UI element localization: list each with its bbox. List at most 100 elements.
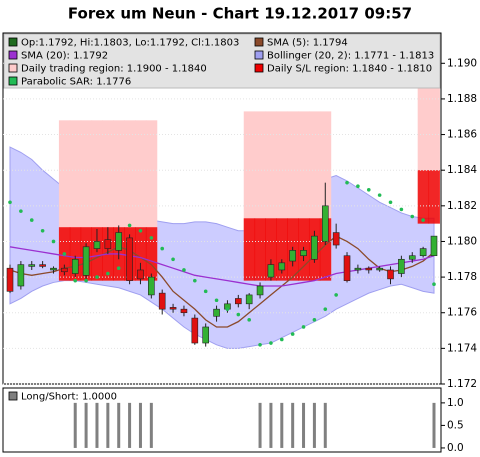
sar-dot (323, 307, 328, 311)
region-segment (135, 227, 147, 281)
y-tick-label: 1.184 (447, 164, 477, 176)
sar-dot (138, 228, 143, 233)
y-tick-label: 1.188 (447, 93, 477, 105)
candle-body (278, 262, 286, 271)
sar-dot (236, 312, 241, 317)
sar-dot (182, 268, 186, 272)
bar (291, 402, 295, 448)
candle-body (408, 255, 416, 260)
bar (128, 402, 132, 448)
bar (73, 402, 77, 448)
region-segment (91, 120, 103, 281)
candle-body (39, 264, 46, 267)
legend-swatch (8, 63, 18, 73)
bar (138, 402, 142, 448)
legend-label: Long/Short: 1.0000 (21, 392, 117, 403)
sar-dot (421, 218, 425, 222)
y-tick-label: 1.176 (447, 307, 477, 319)
bar (149, 402, 153, 448)
region-segment (428, 170, 440, 224)
sar-dot (193, 278, 197, 283)
sar-dot (19, 209, 23, 213)
y-tick-label: 1.186 (447, 129, 477, 141)
legend-swatch (8, 76, 18, 86)
region-segment (145, 227, 158, 281)
sar-dot (366, 187, 371, 192)
region-segment (58, 120, 71, 281)
sar-dot (356, 184, 360, 189)
candle-body (6, 267, 14, 292)
region-segment (276, 111, 288, 278)
region-segment (417, 170, 430, 224)
region-segment (265, 111, 277, 278)
sar-dot (301, 325, 306, 329)
candle-body (202, 326, 209, 344)
region-segment (254, 218, 266, 281)
y-tick-label: 1.190 (447, 57, 477, 69)
sar-dot (279, 337, 284, 342)
legend-label: Bollinger (20, 2): 1.1771 - 1.1813 (267, 51, 434, 62)
candle-body (398, 258, 405, 274)
y-tick-label: 1.172 (447, 378, 477, 390)
sar-dot (29, 218, 34, 222)
bar (432, 402, 436, 448)
region-segment (243, 218, 256, 281)
y-tick-label: 1.0 (447, 397, 464, 409)
candle-body (115, 232, 123, 251)
region-segment (417, 63, 430, 171)
bar (323, 402, 327, 448)
region-segment (145, 120, 158, 281)
legend-swatch (254, 50, 264, 60)
sar-dot (40, 228, 45, 233)
legend-label: Parabolic SAR: 1.1776 (21, 77, 131, 88)
region-segment (276, 218, 288, 281)
y-tick-label: 1.174 (447, 342, 477, 354)
indicator-line (9, 246, 435, 287)
candle-body (82, 246, 90, 276)
sar-dot (127, 223, 132, 228)
bar (117, 402, 121, 448)
candle-body (321, 205, 329, 242)
sar-dot (247, 318, 251, 322)
region-segment (135, 120, 147, 281)
bar (106, 402, 110, 448)
region-segment (69, 227, 82, 281)
legend-label: Op:1.1792, Hi:1.1803, Lo:1.1792, Cl:1.18… (21, 38, 239, 49)
candle-body (332, 232, 340, 246)
legend-swatch (8, 37, 18, 47)
region-segment (69, 120, 82, 281)
sar-dot (345, 180, 349, 185)
candle-body (289, 250, 296, 262)
candle-body (300, 250, 307, 257)
candle-body (28, 264, 36, 267)
bar (269, 402, 273, 448)
candle-body (104, 239, 112, 249)
sar-dot (51, 239, 56, 244)
sar-dot (8, 200, 12, 205)
candle-body (430, 235, 438, 257)
candle-body (245, 294, 253, 305)
candle-body (213, 308, 220, 317)
candle-body (267, 264, 275, 278)
region-segment (102, 120, 114, 281)
chart-title: Forex um Neun - Chart 19.12.2017 09:57 (68, 5, 412, 23)
legend-label: Daily trading region: 1.1900 - 1.1840 (21, 64, 207, 75)
region-segment (428, 63, 440, 171)
candle-body (419, 248, 427, 257)
candle-body (61, 267, 68, 273)
region-segment (298, 111, 310, 278)
sar-dot (225, 307, 230, 311)
bar (84, 402, 88, 448)
candle-body (387, 269, 394, 280)
legend-swatch (254, 63, 264, 73)
candle-body (126, 237, 133, 281)
sar-dot (399, 207, 404, 212)
candle-body (158, 292, 166, 310)
region-segment (91, 227, 103, 281)
region-segment (80, 120, 93, 281)
bar (280, 402, 284, 448)
indicator-line (9, 235, 435, 328)
sar-dot (432, 282, 436, 287)
candle-body (71, 258, 79, 274)
